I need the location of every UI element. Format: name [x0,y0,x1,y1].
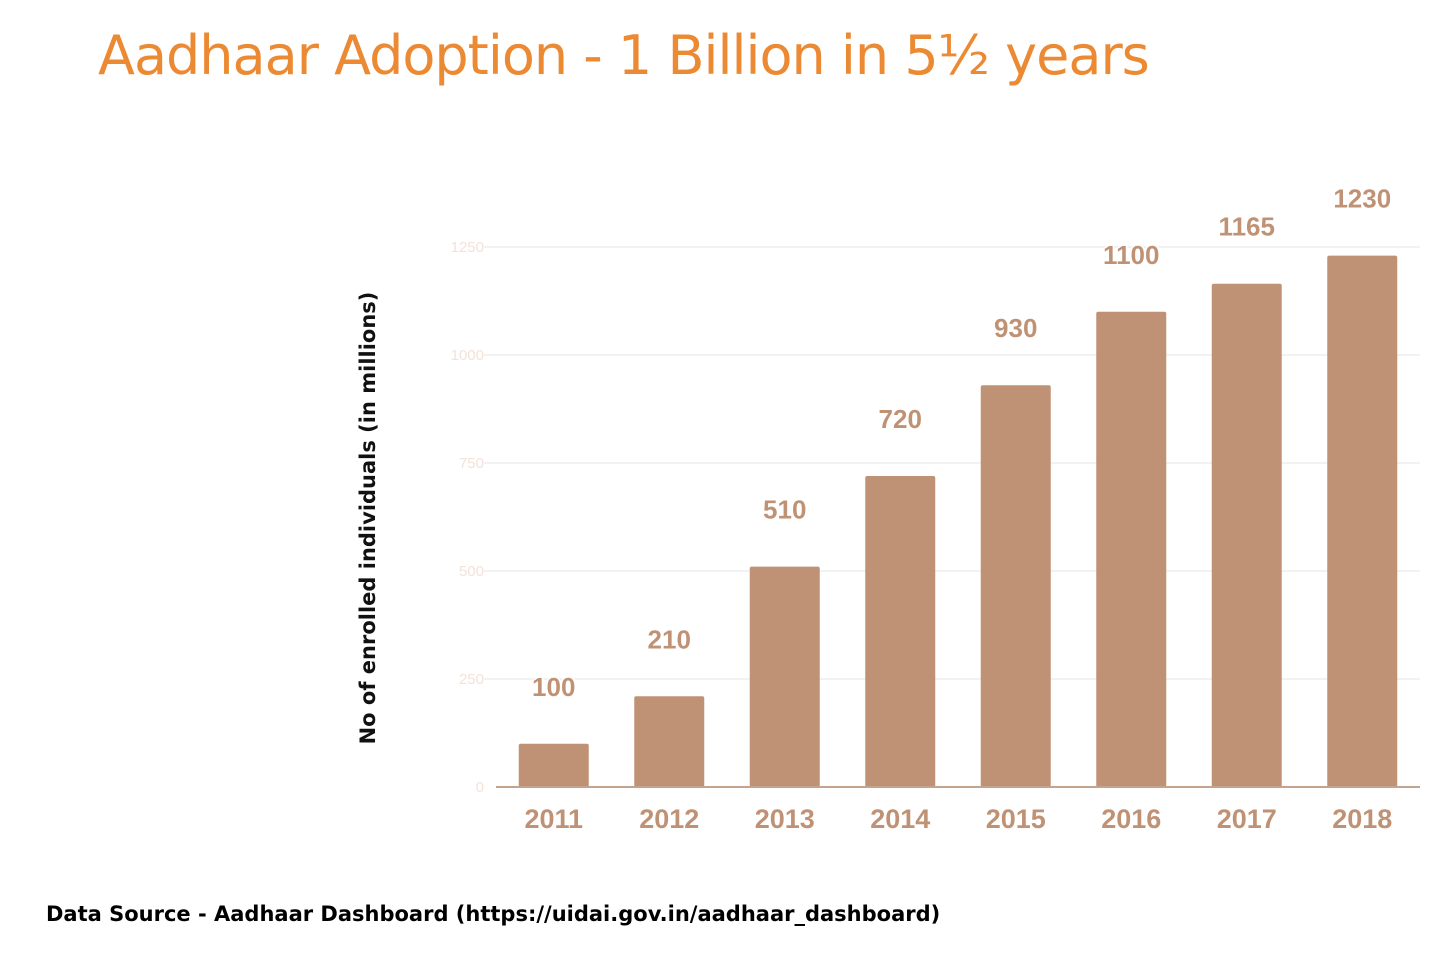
x-tick-label: 2017 [1217,804,1277,834]
data-label: 100 [532,672,575,702]
x-tick-labels: 2011 2012 2013 2014 2015 2016 2017 2018 [524,804,1392,834]
x-tick-label: 2014 [870,804,930,834]
x-tick-label: 2015 [986,804,1046,834]
x-tick-label: 2012 [639,804,699,834]
data-label: 1165 [1219,212,1275,242]
y-tick-label: 500 [459,563,484,580]
data-label: 1230 [1333,184,1391,214]
data-label: 510 [763,495,806,525]
data-label: 1100 [1103,240,1159,270]
chart-title: Aadhaar Adoption - 1 Billion in 5½ years [98,24,1150,87]
data-label: 930 [994,313,1037,343]
x-tick-label: 2018 [1332,804,1392,834]
bar-2016 [1096,311,1167,787]
data-label: 720 [879,404,922,434]
x-tick-label: 2013 [755,804,815,834]
y-tick-label: 750 [459,455,484,472]
y-tick-label: 1000 [451,347,484,364]
bar-2018 [1327,255,1398,787]
data-label: 210 [648,624,691,654]
y-tick-labels: 0 250 500 750 1000 1250 [451,239,484,796]
y-tick-label: 0 [476,779,484,796]
data-source-note: Data Source - Aadhaar Dashboard (https:/… [46,902,941,926]
bar-2011 [518,743,589,787]
bar-2015 [980,385,1051,787]
bar-2012 [634,696,705,787]
x-tick-label: 2011 [524,804,583,834]
x-tick-label: 2016 [1101,804,1161,834]
y-tick-label: 250 [459,671,484,688]
y-tick-label: 1250 [451,239,484,256]
data-labels: 100 210 510 720 930 1100 1165 1230 [531,182,1393,703]
bar-2013 [749,566,820,787]
bar-2014 [865,475,936,787]
bars [518,255,1398,787]
bar-2017 [1211,283,1282,787]
